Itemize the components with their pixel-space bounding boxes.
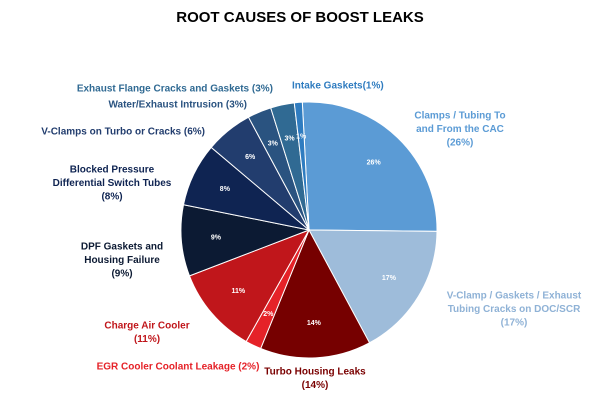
slice-value-label: 6% <box>245 154 256 161</box>
pie-slice <box>188 229 311 343</box>
category-label: (26%) <box>447 138 474 149</box>
pie-slice <box>293 101 310 231</box>
chart-title: ROOT CAUSES OF BOOST LEAKS <box>176 9 424 26</box>
category-label: Charge Air Cooler <box>104 321 189 332</box>
slice-value-label: 11% <box>231 288 245 295</box>
category-label: (9%) <box>111 269 132 280</box>
category-label: V-Clamps on Turbo or Cracks (6%) <box>41 127 205 138</box>
slice-value-label: 3% <box>285 135 296 142</box>
category-label: Tubing Cracks on DOC/SCR <box>448 304 581 315</box>
category-label: and From the CAC <box>416 124 504 135</box>
category-label: Exhaust Flange Cracks and Gaskets (3%) <box>77 84 273 95</box>
category-label: DPF Gaskets and <box>81 242 163 253</box>
slice-value-label: 26% <box>367 159 382 166</box>
category-label: Water/Exhaust Intrusion (3%) <box>108 100 247 111</box>
slice-value-label: 3% <box>268 141 279 148</box>
category-label: (11%) <box>134 334 160 345</box>
category-label: (17%) <box>501 318 528 329</box>
slice-value-label: 9% <box>211 235 222 242</box>
category-label: Turbo Housing Leaks <box>264 367 366 378</box>
category-label: (8%) <box>101 192 122 203</box>
pie-slice <box>308 229 438 344</box>
slice-value-label: 8% <box>220 186 231 193</box>
category-label: Differential Switch Tubes <box>53 178 172 189</box>
category-label: Housing Failure <box>84 255 160 266</box>
slice-value-label: 17% <box>382 275 397 282</box>
pie-slice <box>301 101 438 232</box>
category-label: Blocked Pressure <box>70 165 155 176</box>
category-label: Clamps / Tubing To <box>414 111 505 122</box>
slice-value-label: 14% <box>307 320 322 327</box>
slice-value-label: 2% <box>263 311 274 318</box>
slice-value-label: 1% <box>296 134 307 141</box>
category-label: Intake Gaskets(1%) <box>292 81 384 92</box>
category-label: (14%) <box>302 380 329 391</box>
category-label: V-Clamp / Gaskets / Exhaust <box>447 291 582 302</box>
category-label: EGR Cooler Coolant Leakage (2%) <box>97 362 260 373</box>
pie-slice <box>259 228 371 359</box>
